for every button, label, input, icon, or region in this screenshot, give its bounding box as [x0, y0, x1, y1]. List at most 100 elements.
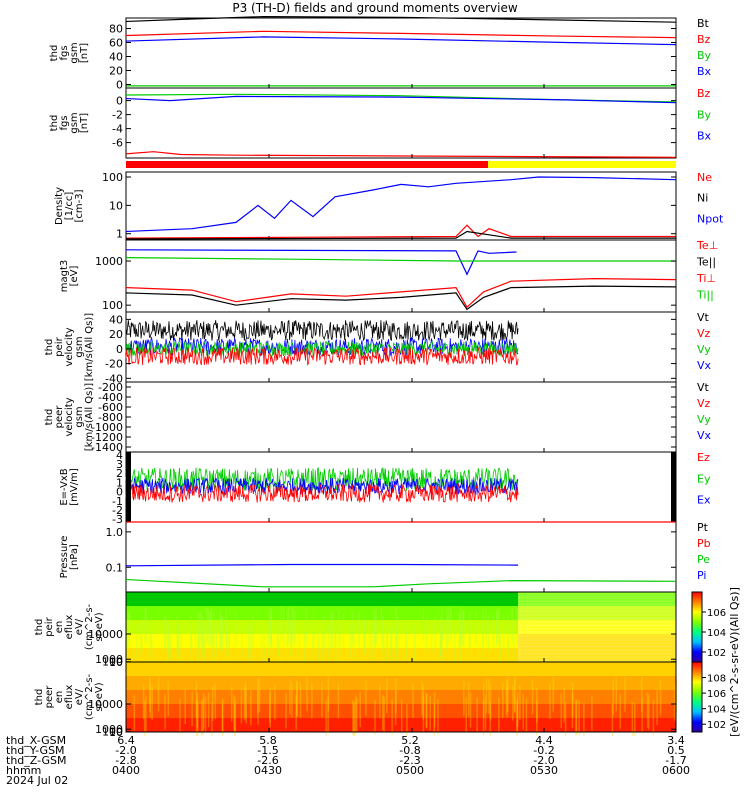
spectrogram-texture [294, 610, 296, 646]
spectrogram-band [126, 592, 519, 596]
spectrogram-texture [525, 697, 528, 733]
y-axis-label: [km/s(All Qs)] [84, 383, 95, 451]
state-bar-yellow [488, 161, 676, 168]
spectrogram-texture [380, 607, 383, 643]
spectrogram-texture [219, 614, 222, 650]
spectrogram-texture [197, 626, 199, 662]
spectrogram-texture [549, 683, 551, 719]
spectrogram-texture [136, 623, 138, 659]
spectrogram-texture [327, 623, 330, 659]
spectrogram-texture [485, 607, 487, 643]
spectrogram-texture [611, 703, 614, 736]
y-axis-label: velocity [64, 327, 75, 366]
ephem-x-value: 6.4 [117, 734, 135, 747]
y-axis-label: [mV/m] [69, 468, 80, 506]
spectrogram-texture [133, 695, 136, 731]
y-axis-label: gsm [74, 336, 85, 357]
spectrogram-texture [507, 676, 509, 712]
y-tick-label: 100 [102, 726, 123, 736]
legend-Vt: Vt [697, 311, 710, 324]
spectrogram-texture [365, 680, 367, 716]
legend-Bx: Bx [697, 65, 712, 78]
spectrogram-texture [332, 612, 334, 648]
spectrogram-texture [280, 606, 282, 642]
panel-peerv: -200-400-600-800-1000-1200-1400 thd peer ve… [44, 381, 712, 454]
spectrogram-texture [482, 683, 485, 719]
spectrogram-texture [488, 678, 490, 714]
series-line-Bz [125, 151, 677, 158]
y-axis-label: Density [54, 187, 65, 225]
colorbar [691, 661, 703, 733]
panel-peirv: 40 20 0 -20-40 thd peir velocity gsm [km/s(All Q… [44, 311, 712, 385]
spectrogram-texture [433, 692, 436, 728]
y-tick-label: -6 [112, 137, 123, 150]
ephem-label-y: thd_Y-GSM [6, 744, 65, 757]
spectrogram-texture [334, 626, 337, 662]
y-axis-label: [nPa] [69, 544, 80, 570]
spectrogram-texture [150, 617, 153, 653]
series-line-Vt [125, 319, 519, 341]
spectrogram-texture [422, 684, 425, 720]
spectrogram-texture [386, 626, 389, 662]
spectrogram-band [126, 637, 519, 642]
spectrogram-texture [507, 615, 509, 651]
spectrogram-texture [190, 633, 193, 669]
spectrogram-texture [200, 632, 203, 668]
spectrogram-band [126, 665, 676, 670]
spectrogram-texture [200, 700, 203, 736]
legend-Ey: Ey [697, 472, 711, 485]
spectrogram-band [126, 662, 676, 666]
spectrogram-band [518, 613, 676, 617]
y-tick-label: -4 [112, 123, 123, 136]
spectrogram-texture [349, 622, 352, 658]
spectrogram-texture [269, 687, 271, 723]
y-tick-label: 10 [109, 656, 123, 669]
y-axis-label: peir [44, 616, 55, 636]
legend-Te⊥: Te⊥ [696, 239, 718, 252]
spectrogram-texture [575, 699, 578, 735]
legend-Ni: Ni [697, 192, 708, 205]
ephem-z-value: -2.3 [399, 754, 421, 767]
spectrogram-texture [164, 694, 166, 730]
y-axis-label: [eV] [69, 266, 80, 287]
spectrogram-texture [274, 684, 276, 720]
spectrogram-texture [469, 692, 472, 728]
spectrogram-texture [489, 701, 491, 736]
legend-By: By [697, 49, 712, 62]
spectrogram-texture [447, 608, 449, 644]
y-axis-label: thd [49, 115, 60, 132]
ephem-y-value: -1.5 [257, 744, 279, 757]
spectrogram-band [518, 641, 676, 645]
spectrogram-texture [289, 679, 291, 715]
spectrogram-texture [252, 615, 254, 651]
series-line-Bx [125, 95, 677, 104]
y-tick-label: 0.1 [106, 561, 124, 574]
y-tick-label: -2 [112, 504, 123, 517]
spectrogram-band [126, 641, 519, 645]
spectrogram-band [518, 634, 676, 638]
spectrogram-texture [465, 697, 467, 733]
spectrogram-texture [204, 696, 207, 732]
spectrogram-band [126, 704, 676, 708]
spectrogram-texture [552, 676, 555, 712]
y-axis-label: peer [44, 685, 55, 709]
spectrogram-texture [382, 695, 384, 731]
spectrogram-texture [440, 621, 442, 657]
series-line-Bx [125, 36, 677, 46]
spectrogram-band [518, 637, 676, 642]
spectrogram-texture [400, 699, 403, 735]
spectrogram-texture [157, 676, 160, 712]
spectrogram-band [126, 683, 676, 687]
spectrogram-texture [463, 680, 465, 716]
legend-Vy: Vy [697, 343, 711, 356]
spectrogram-texture [210, 607, 213, 643]
colorbar-tick-label: 102 [707, 648, 726, 659]
spectrogram-texture [615, 676, 617, 712]
y-tick-label: -600 [98, 401, 123, 414]
spectrogram-texture [459, 626, 462, 662]
spectrogram-texture [512, 685, 514, 721]
spectrogram-texture [571, 682, 574, 718]
spectrogram-texture [468, 619, 471, 655]
spectrogram-texture [311, 683, 313, 719]
colorbar [691, 591, 703, 663]
